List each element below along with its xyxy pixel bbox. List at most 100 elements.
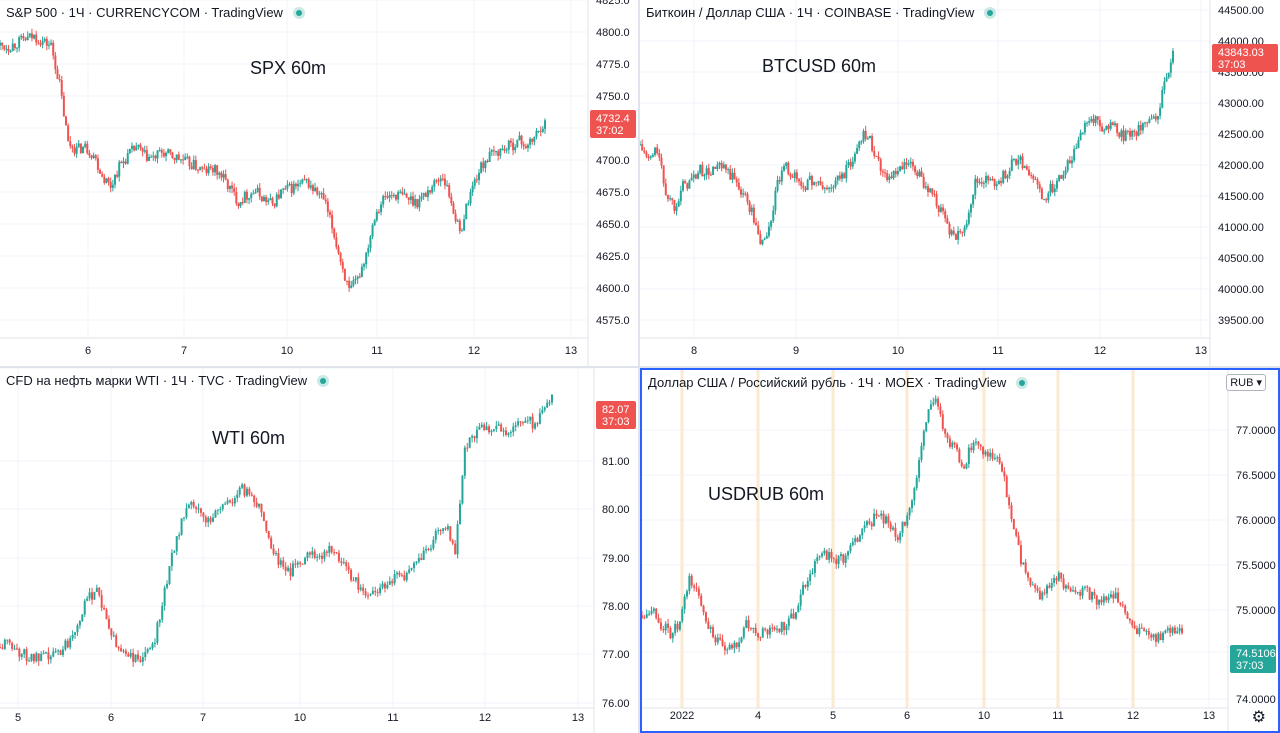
- candle-body: [369, 236, 372, 249]
- candle-body: [180, 518, 183, 535]
- candle-body: [407, 197, 410, 200]
- candle-body: [1002, 170, 1005, 183]
- candle-body: [425, 548, 428, 551]
- candle-body: [226, 500, 229, 504]
- legend-spx[interactable]: S&P 500 · 1Ч · CURRENCYCOM · TradingView: [6, 5, 305, 20]
- market-status-icon[interactable]: [317, 374, 330, 387]
- candle-body: [1064, 585, 1067, 589]
- candle-body: [318, 193, 321, 195]
- candle-body: [231, 502, 234, 504]
- candle-body: [238, 487, 241, 495]
- candle-body: [913, 488, 916, 501]
- candle-body: [929, 188, 932, 193]
- candle-body: [793, 172, 796, 178]
- legend-usdrub[interactable]: Доллар США / Российский рубль · 1Ч · MOE…: [648, 375, 1029, 390]
- candle-body: [382, 195, 385, 205]
- candle-body: [681, 181, 684, 191]
- candle-body: [345, 562, 348, 567]
- panel-divider-horizontal[interactable]: [0, 366, 1280, 368]
- candle-body: [239, 201, 242, 207]
- candle-body: [1150, 118, 1153, 120]
- chart-svg-wti[interactable]: 81.00 80.00 79.00 78.00 77.00 76.00 5 6 7 10 11 12 1…: [0, 368, 638, 733]
- candle-body: [811, 572, 814, 574]
- candle-body: [221, 504, 224, 510]
- chart-panel-wti[interactable]: 81.00 80.00 79.00 78.00 77.00 76.00 5 6 7 10 11 12 1…: [0, 368, 638, 733]
- candle-body: [750, 207, 753, 212]
- candle-body: [749, 628, 752, 630]
- candle-body: [534, 423, 537, 429]
- candle-body: [500, 424, 503, 432]
- candle-body: [248, 198, 251, 200]
- candle-body: [944, 428, 947, 434]
- candle-body: [697, 588, 700, 596]
- candle-body: [836, 175, 839, 181]
- candle-body: [1081, 132, 1084, 134]
- time-tick-label: 10: [892, 345, 904, 357]
- candle-body: [813, 561, 816, 573]
- candle-body: [143, 150, 146, 152]
- candle-body: [744, 193, 747, 195]
- candle-body: [333, 228, 336, 238]
- candle-body: [397, 192, 400, 200]
- candle-body: [1069, 588, 1072, 592]
- candle-body: [480, 424, 483, 427]
- candle-body: [292, 183, 295, 194]
- candle-body: [1019, 545, 1022, 565]
- candle-body: [656, 147, 659, 154]
- candle-body: [62, 95, 65, 117]
- chart-svg-spx[interactable]: 4825.04800.04775.04750.04725.04700.04675…: [0, 0, 638, 366]
- candle-body: [761, 239, 764, 245]
- market-status-icon[interactable]: [292, 6, 305, 19]
- candle-body: [371, 590, 374, 595]
- chart-panel-spx[interactable]: 4825.04800.04775.04750.04725.04700.04675…: [0, 0, 638, 366]
- candle-body: [101, 173, 104, 177]
- candle-body: [911, 161, 914, 167]
- candle-body: [124, 650, 127, 654]
- candle-body: [90, 155, 93, 158]
- candle-body: [544, 120, 546, 129]
- candle-body: [3, 639, 6, 649]
- market-status-icon[interactable]: [1016, 376, 1029, 389]
- market-status-icon[interactable]: [984, 6, 997, 19]
- candle-body: [1146, 122, 1149, 124]
- candle-body: [800, 181, 803, 186]
- price-tick-label: 4800.0: [596, 27, 630, 39]
- candle-body: [1139, 124, 1142, 131]
- candle-body: [272, 548, 275, 554]
- candle-body: [69, 638, 72, 648]
- candle-body: [64, 116, 67, 126]
- legend-btcusd[interactable]: Биткоин / Доллар США · 1Ч · COINBASE · T…: [646, 5, 997, 20]
- candle-body: [701, 165, 704, 177]
- candle-body: [884, 172, 887, 174]
- candle-body: [1090, 118, 1093, 122]
- chart-panel-btcusd[interactable]: 44500.00 44000.00 43500.00 43000.00 42500.00…: [640, 0, 1280, 366]
- candle-body: [642, 615, 643, 618]
- legend-text-spx: S&P 500 · 1Ч · CURRENCYCOM · TradingView: [6, 5, 283, 20]
- candle-body: [113, 174, 116, 185]
- candle-body: [66, 640, 69, 648]
- candle-body: [659, 622, 662, 630]
- chart-svg-btcusd[interactable]: 44500.0044000.0043500.0043000.0042500.00…: [640, 0, 1280, 366]
- candle-body: [977, 441, 980, 445]
- candle-body: [39, 43, 42, 45]
- candle-body: [963, 466, 966, 469]
- candle-body: [454, 543, 457, 555]
- candle-body: [376, 592, 379, 594]
- currency-select-button[interactable]: RUB ▾: [1226, 374, 1266, 391]
- candle-body: [24, 38, 27, 41]
- candle-body: [49, 656, 52, 660]
- legend-wti[interactable]: CFD на нефть марки WTI · 1Ч · TVC · Trad…: [6, 373, 330, 388]
- candle-body: [927, 409, 930, 423]
- candle-body: [478, 172, 481, 180]
- candle-body: [471, 185, 474, 193]
- candle-body: [52, 651, 55, 657]
- candle-body: [497, 424, 500, 426]
- chart-svg-usdrub[interactable]: 77.0000 76.5000 76.0000 75.5000 75.0000 74.00…: [642, 370, 1278, 731]
- candle-body: [1144, 122, 1147, 124]
- gear-icon[interactable]: ⚙: [1251, 709, 1266, 726]
- candle-body: [1101, 126, 1104, 132]
- chart-panel-usdrub[interactable]: 77.0000 76.5000 76.0000 75.5000 75.0000 74.00…: [640, 368, 1280, 733]
- candle-body: [280, 189, 283, 199]
- candle-body: [391, 581, 394, 584]
- candle-body: [1133, 130, 1136, 133]
